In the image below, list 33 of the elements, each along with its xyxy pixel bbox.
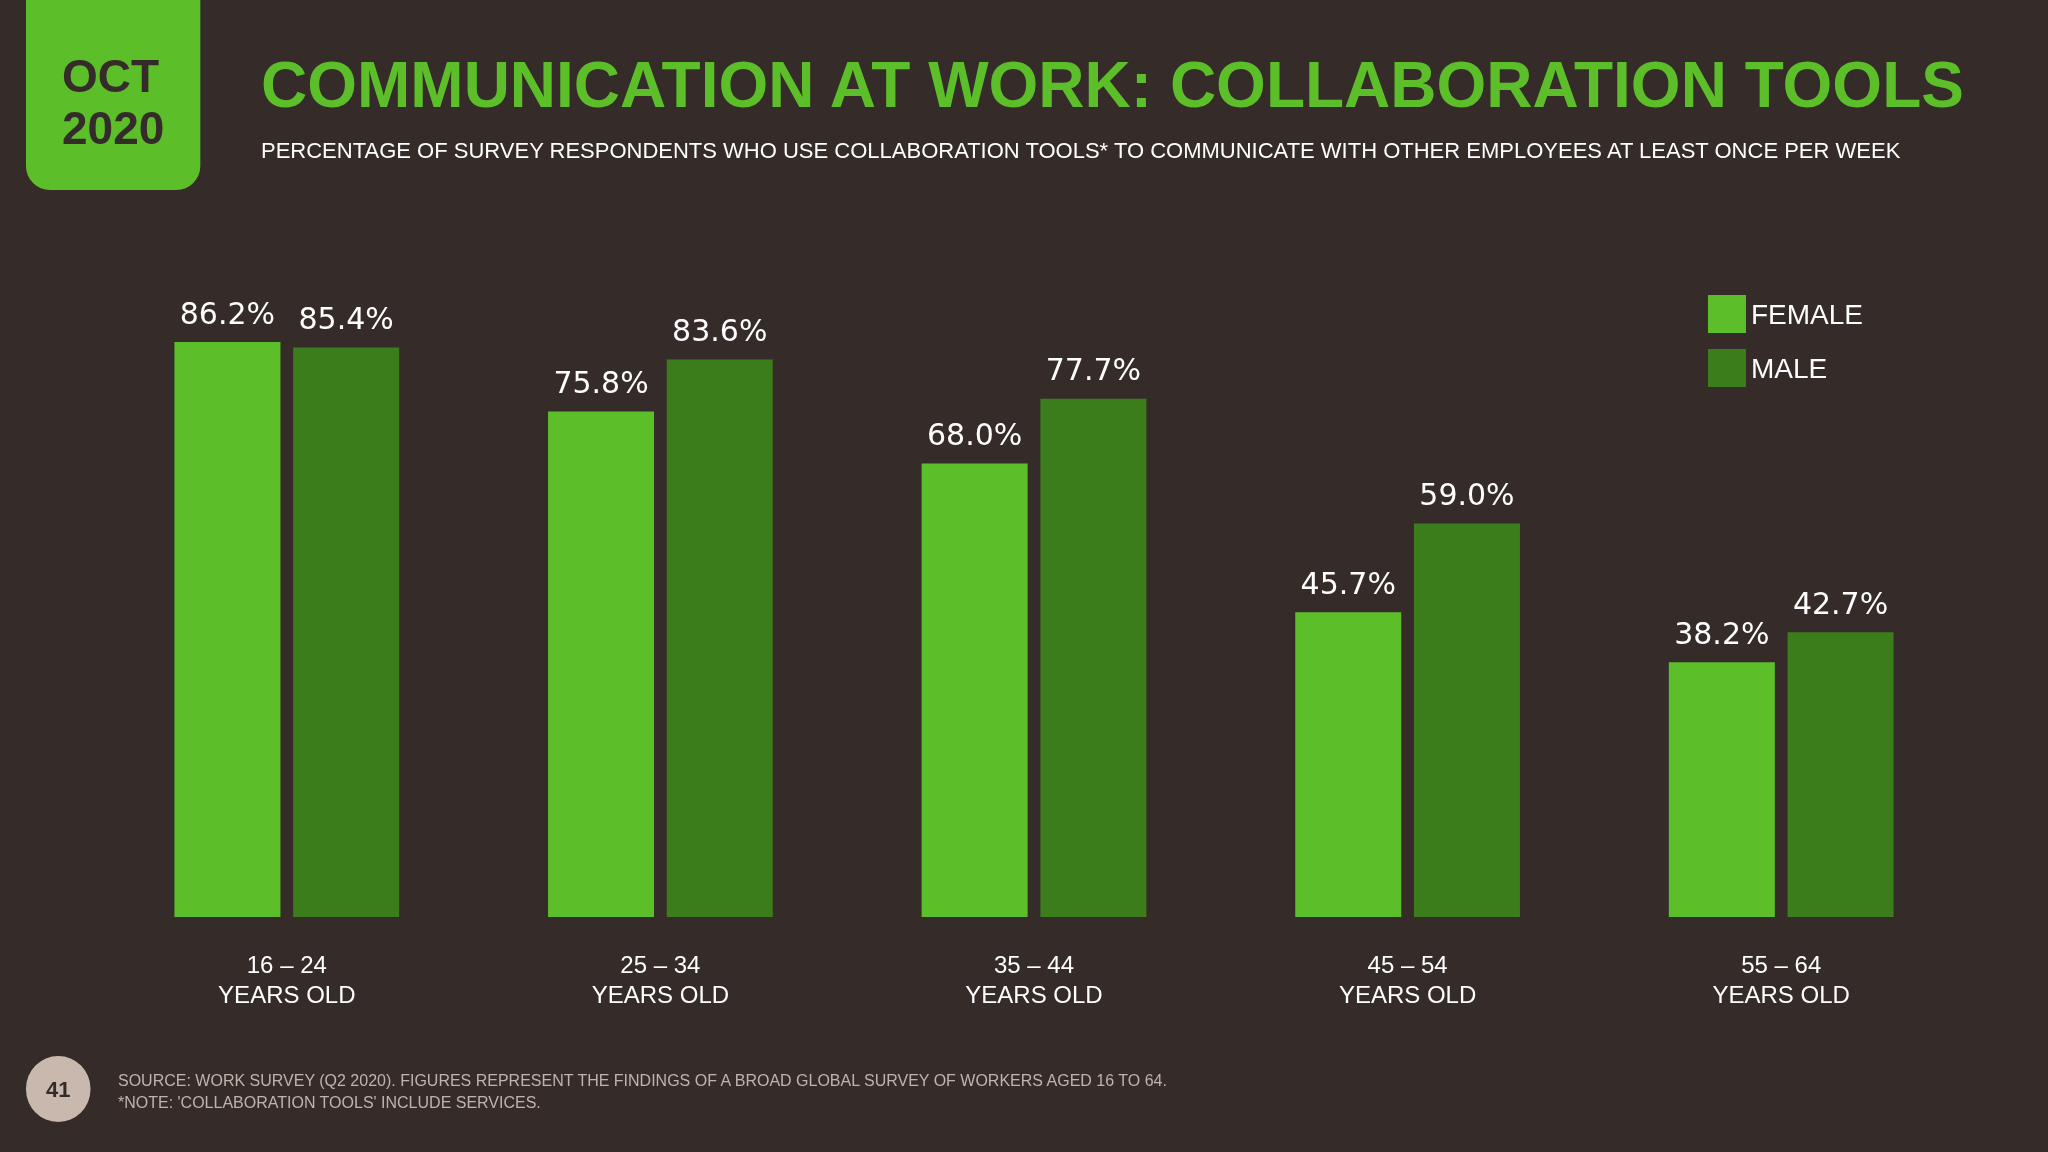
data-label: 83.6% [672, 312, 768, 348]
x-tick-label: 35 – 44 YEARS OLD [965, 950, 1103, 1008]
data-label: 59.0% [1419, 476, 1515, 512]
text: 41 [46, 1076, 71, 1102]
text: *NOTE: 'COLLABORATION TOOLS' INCLUDE SERVICES. [118, 1093, 541, 1111]
bar [1413, 523, 1520, 917]
text: OCT 2020 [62, 50, 165, 154]
data-label: 68.0% [926, 416, 1023, 452]
x-tick-label: 25 – 34 YEARS OLD [591, 950, 730, 1008]
bar [1295, 612, 1402, 917]
data-label: 75.8% [553, 364, 649, 400]
data-label: 85.4% [298, 300, 394, 336]
legend-label: MALE [1750, 352, 1828, 384]
bar [921, 463, 1028, 917]
data-label: 77.7% [1045, 352, 1142, 388]
bar [1787, 632, 1894, 917]
source-note: SOURCE: WORK SURVEY (Q2 2020). FIGURES REPRESENT THE FINDINGS OF A BROAD GLOBAL SURVEY OF WORKERS AGED 16 TO 64. [118, 1071, 1167, 1089]
chart-subtitle: PERCENTAGE OF SURVEY RESPONDENTS WHO USE COLLABORATION TOOLS* TO COMMUNICATE WITH OTHER EMPLOYEES AT LEAST ONCE PER WEEK [261, 137, 1901, 163]
x-tick-label: 55 – 64 YEARS OLD [1712, 950, 1850, 1008]
bar [1040, 398, 1147, 917]
bar [548, 411, 655, 917]
data-label: 86.2% [179, 295, 276, 331]
bar [174, 342, 281, 917]
bar [1668, 662, 1775, 917]
legend-label: FEMALE [1750, 298, 1863, 330]
data-label: 38.2% [1674, 615, 1770, 651]
chart-title: COMMUNICATION AT WORK: COLLABORATION TOOLS [261, 49, 1964, 121]
bar [666, 359, 773, 917]
x-tick-label: 45 – 54 YEARS OLD [1338, 950, 1477, 1008]
bar [293, 347, 400, 917]
x-tick-label: 16 – 24 YEARS OLD [218, 950, 356, 1008]
data-label: 45.7% [1300, 565, 1396, 601]
data-label: 42.7% [1792, 585, 1889, 621]
